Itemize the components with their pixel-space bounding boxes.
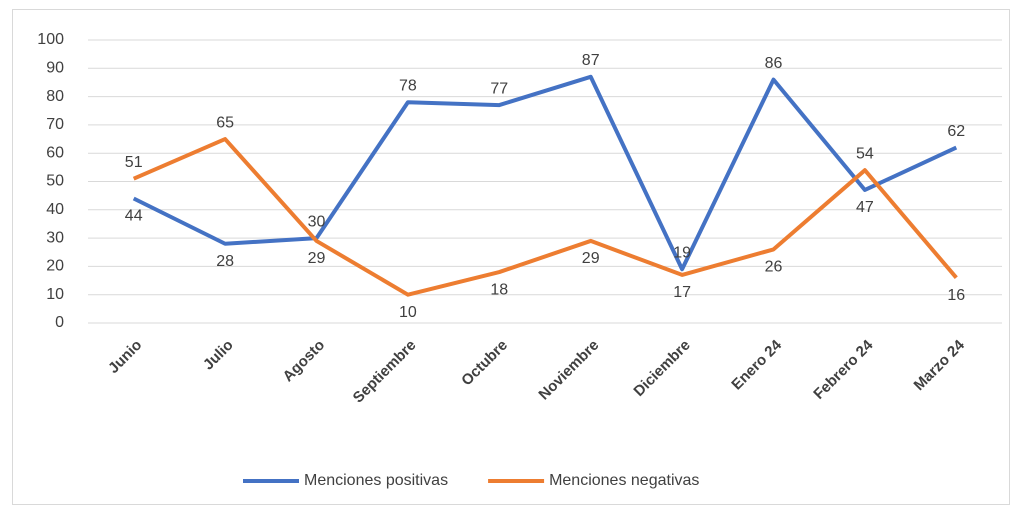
data-label: 62 [947,123,965,140]
y-tick-label: 20 [46,258,64,275]
y-tick-label: 60 [46,144,64,161]
y-tick-label: 90 [46,60,64,77]
y-tick-label: 50 [46,173,64,190]
legend-label: Menciones negativas [549,472,699,489]
data-label: 47 [856,199,874,216]
data-label: 17 [673,284,691,301]
data-label: 10 [399,304,417,321]
y-tick-label: 70 [46,116,64,133]
data-label: 26 [765,259,783,276]
data-label: 77 [490,80,508,97]
data-label: 29 [308,250,326,267]
data-label: 28 [216,253,234,270]
y-tick-label: 30 [46,229,64,246]
data-label: 86 [765,55,783,72]
data-label: 87 [582,52,600,69]
y-tick-label: 0 [55,314,64,331]
data-label: 44 [125,208,143,225]
data-label: 51 [125,154,143,171]
data-label: 30 [308,213,326,230]
data-label: 19 [673,244,691,261]
data-label: 18 [490,281,508,298]
data-label: 78 [399,77,417,94]
y-tick-label: 40 [46,201,64,218]
y-tick-label: 100 [37,31,64,48]
y-tick-label: 80 [46,88,64,105]
data-label: 29 [582,250,600,267]
y-tick-label: 10 [46,286,64,303]
series-line [132,74,958,272]
legend-label: Menciones positivas [304,472,448,489]
data-label: 16 [947,287,965,304]
data-label: 65 [216,114,234,131]
data-label: 54 [856,145,874,162]
chart-border [12,9,1010,505]
series-line [132,137,958,297]
